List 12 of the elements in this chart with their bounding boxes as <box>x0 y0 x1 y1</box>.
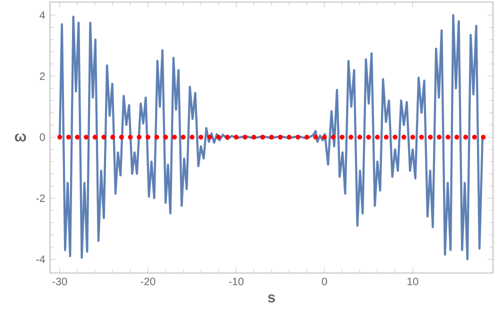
y-axis-title: ω <box>14 133 26 142</box>
x-tick-label: -20 <box>140 278 156 286</box>
x-tick-label: -10 <box>228 278 244 286</box>
y-tick-label: 4 <box>40 11 45 19</box>
y-tick-label: -4 <box>36 256 45 263</box>
y-tick-label: 0 <box>40 133 45 141</box>
x-tick-label: 10 <box>408 278 418 286</box>
x-axis-title: s <box>268 294 275 302</box>
y-tick-label: -2 <box>36 194 45 202</box>
y-tick-label: 2 <box>40 72 45 80</box>
x-tick-label: 0 <box>322 278 328 286</box>
x-tick-label: -30 <box>52 278 68 286</box>
